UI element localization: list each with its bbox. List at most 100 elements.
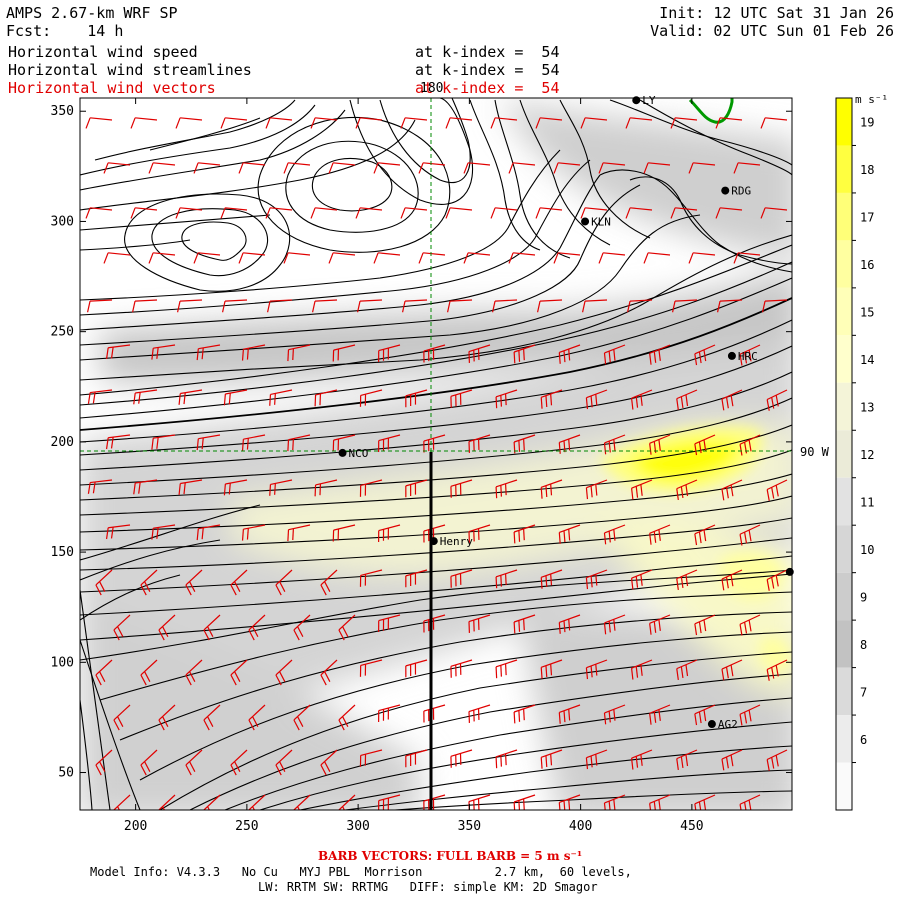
field-level-speed: at k-index = 54	[415, 43, 560, 61]
wind-barb	[649, 704, 671, 725]
wind-barb	[140, 749, 158, 776]
wind-barb	[230, 569, 248, 596]
colorbar-label: 19	[860, 116, 874, 130]
wind-barb	[495, 659, 518, 679]
wind-barb	[338, 704, 356, 731]
wind-barb	[373, 252, 401, 264]
station-label: KLN	[591, 215, 611, 228]
wind-barb	[401, 299, 428, 313]
colorbar-swatch	[836, 240, 852, 288]
wind-barb	[603, 614, 626, 635]
station-label: NCO	[349, 447, 369, 460]
wind-barb	[221, 299, 248, 313]
wind-barb	[766, 749, 788, 771]
field-name-streamlines: Horizontal wind streamlines	[8, 61, 252, 79]
wind-barb	[490, 117, 518, 129]
wind-barb	[378, 794, 401, 810]
wind-barb	[423, 614, 446, 633]
colorbar-swatch	[836, 430, 852, 478]
wind-barb	[378, 524, 401, 543]
station-marker	[338, 448, 347, 457]
wind-barb	[739, 614, 761, 636]
wind-barb	[513, 704, 536, 724]
wind-barb	[766, 389, 788, 411]
wind-barb	[131, 299, 158, 313]
x-tick-label: 400	[569, 819, 592, 834]
wind-barb	[540, 659, 563, 679]
x-tick-label: 350	[458, 819, 481, 834]
coastline	[688, 98, 734, 124]
wind-barb	[105, 344, 131, 360]
wind-barb	[230, 749, 248, 776]
wind-barb	[761, 299, 788, 313]
wind-barb	[185, 659, 203, 686]
wind-barb	[196, 344, 221, 361]
wind-barb	[540, 569, 563, 589]
wind-barb	[275, 659, 293, 686]
station-marker	[727, 351, 736, 360]
wind-barb	[193, 162, 221, 174]
field-level-vectors: at k-index = 54	[415, 79, 560, 97]
colorbar-label: 17	[860, 211, 874, 225]
wind-barb	[581, 299, 608, 313]
wind-barb	[558, 614, 581, 634]
wind-barb	[508, 252, 536, 264]
wind-barb	[332, 434, 356, 452]
colorbar-swatch	[836, 525, 852, 573]
plot-frame	[79, 97, 793, 811]
wind-barb	[203, 614, 221, 641]
wind-barb	[760, 207, 788, 219]
wind-barb	[355, 117, 383, 129]
wind-barb	[283, 252, 311, 264]
wind-barb	[468, 614, 491, 633]
wind-barb	[203, 794, 221, 810]
wind-barb	[359, 749, 383, 767]
wind-barb	[418, 252, 446, 264]
wind-barb	[468, 524, 491, 543]
y-tick-label: 150	[51, 545, 74, 560]
colorbar-swatch	[836, 145, 852, 193]
wind-barb	[140, 659, 158, 686]
wind-barb	[269, 479, 293, 496]
station-label: LY	[642, 94, 656, 107]
wind-barb	[598, 252, 626, 264]
wind-barb	[275, 749, 293, 776]
wind-barb	[558, 794, 581, 810]
wind-barb	[314, 389, 338, 407]
wind-barb	[133, 389, 158, 405]
wind-barb	[283, 162, 311, 174]
wind-barb	[220, 117, 248, 129]
wind-barb	[140, 569, 158, 596]
x-tick-label: 200	[124, 819, 147, 834]
wind-barb	[450, 749, 473, 768]
wind-barb	[445, 117, 473, 129]
colorbar-swatch	[836, 572, 852, 621]
wind-barb	[405, 749, 428, 768]
wind-barb	[265, 207, 293, 219]
wind-barb	[328, 252, 356, 264]
station-marker	[785, 567, 794, 576]
wind-barb	[293, 614, 311, 641]
wind-barb	[630, 659, 653, 680]
y-tick-label: 50	[58, 766, 74, 781]
wind-barb	[558, 524, 581, 544]
wind-barb	[269, 389, 293, 406]
wind-barb	[721, 389, 743, 411]
wind-barb	[585, 749, 608, 770]
y-tick-label: 200	[51, 435, 74, 450]
wind-barb	[649, 344, 671, 365]
wind-barb	[196, 524, 221, 541]
wind-barb	[649, 524, 671, 545]
wind-barb	[643, 162, 671, 174]
colorbar-frame	[835, 97, 853, 811]
x-axis: 200 250 300 350 400 450	[124, 98, 704, 834]
wind-barb	[766, 659, 788, 681]
x-tick-label: 250	[235, 819, 258, 834]
wind-barb	[513, 524, 536, 544]
wind-barb	[558, 434, 581, 454]
wind-barb	[176, 299, 203, 313]
wind-barb	[148, 252, 176, 264]
wind-barb	[151, 524, 176, 540]
init-time: 12 UTC Sat 31 Jan 26	[713, 4, 894, 22]
wind-barb	[193, 252, 221, 264]
